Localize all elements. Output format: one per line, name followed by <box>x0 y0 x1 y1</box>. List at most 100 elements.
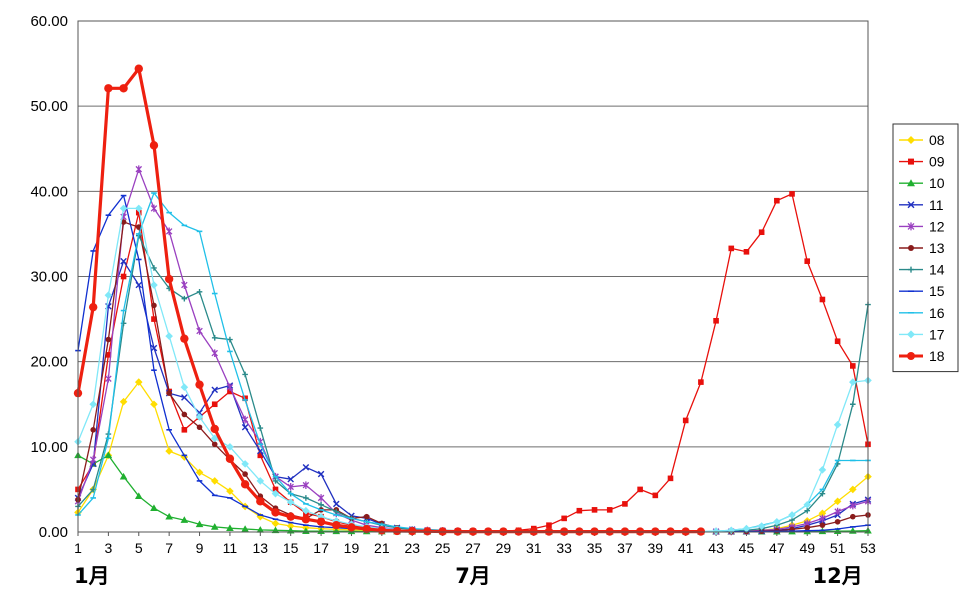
data-point <box>698 379 704 385</box>
data-point <box>181 394 188 401</box>
data-point <box>135 281 143 289</box>
x-tick-label: 21 <box>374 540 390 556</box>
data-point <box>257 452 264 459</box>
plot-border <box>77 20 869 533</box>
data-point <box>302 506 310 515</box>
y-tick-label: 10.00 <box>30 439 68 456</box>
month-labels: 1月 7月 12月 <box>74 564 863 588</box>
data-point <box>286 512 295 521</box>
data-point <box>195 468 204 477</box>
x-tick-label: 53 <box>860 540 876 556</box>
legend-marker <box>907 352 915 360</box>
data-point <box>164 274 174 284</box>
legend-item: 13 <box>899 240 945 256</box>
x-tick-label: 37 <box>617 540 633 556</box>
data-point <box>226 487 234 495</box>
x-tick-label: 27 <box>465 540 481 556</box>
data-point <box>272 486 279 493</box>
data-point <box>196 424 203 431</box>
data-point <box>819 514 826 523</box>
data-point <box>165 332 173 340</box>
data-point <box>149 141 159 150</box>
data-point <box>789 191 795 197</box>
data-point <box>332 500 340 508</box>
data-point <box>227 388 233 395</box>
data-point <box>240 480 250 489</box>
data-point <box>576 507 583 514</box>
data-point <box>303 495 309 501</box>
data-point <box>166 390 172 396</box>
data-point <box>818 509 827 518</box>
x-tick-label: 23 <box>404 540 420 556</box>
data-point <box>119 84 128 93</box>
data-point <box>151 265 157 271</box>
legend-marker <box>907 136 915 144</box>
x-tick-label: 45 <box>739 540 755 556</box>
month-label: 1月 <box>74 564 110 588</box>
data-point <box>742 524 751 533</box>
data-point <box>180 516 189 523</box>
legend-item: 11 <box>899 197 944 213</box>
data-point <box>134 492 143 500</box>
legend-label: 13 <box>929 240 945 256</box>
legend-label: 09 <box>929 154 945 170</box>
data-point <box>226 443 234 451</box>
data-point <box>256 497 265 506</box>
y-tick-label: 0.00 <box>39 524 68 541</box>
x-tick-label: 15 <box>283 540 299 556</box>
legend-item: 09 <box>899 154 945 170</box>
data-point <box>256 477 265 485</box>
data-point <box>120 257 127 265</box>
legend-marker <box>908 158 914 165</box>
data-point <box>728 245 735 252</box>
data-point <box>652 492 659 499</box>
data-point <box>181 295 188 302</box>
data-point <box>423 527 432 536</box>
data-point <box>119 204 128 213</box>
data-point <box>819 296 826 303</box>
legend-item: 17 <box>899 326 945 342</box>
legend-label: 14 <box>929 262 945 278</box>
data-point <box>210 424 219 434</box>
data-point <box>286 498 295 506</box>
data-point <box>774 197 780 204</box>
data-point <box>302 463 310 471</box>
data-point <box>757 522 766 530</box>
data-point <box>849 378 857 386</box>
data-point <box>377 526 387 535</box>
x-tick-label: 25 <box>435 540 451 556</box>
legend-item: 12 <box>899 218 945 234</box>
data-point <box>363 513 370 520</box>
data-point <box>165 512 173 520</box>
data-point <box>120 273 127 280</box>
data-point <box>301 515 311 524</box>
legend-item: 14 <box>899 262 945 278</box>
legend-marker <box>907 222 915 231</box>
data-point <box>104 291 113 300</box>
legend-label: 17 <box>929 326 945 342</box>
data-point <box>834 338 841 345</box>
data-point <box>226 524 234 531</box>
data-point <box>105 352 112 358</box>
data-point <box>135 165 143 173</box>
month-label: 12月 <box>812 564 862 588</box>
legend-label: 10 <box>929 175 945 191</box>
legend-marker <box>907 179 915 187</box>
data-point <box>241 460 249 468</box>
legend-marker <box>908 266 914 273</box>
data-point <box>181 411 188 418</box>
legend-item: 18 <box>899 348 945 364</box>
legend-item: 10 <box>899 175 945 191</box>
data-point <box>227 336 233 343</box>
data-point <box>667 475 674 482</box>
data-point <box>211 349 218 357</box>
data-point <box>181 281 188 289</box>
data-point <box>788 511 796 519</box>
data-point <box>347 523 356 532</box>
data-point <box>850 513 856 520</box>
data-point <box>561 515 567 522</box>
legend-label: 11 <box>929 197 944 213</box>
data-point <box>89 455 97 464</box>
data-point <box>210 523 219 530</box>
x-tick-label: 51 <box>830 540 846 556</box>
